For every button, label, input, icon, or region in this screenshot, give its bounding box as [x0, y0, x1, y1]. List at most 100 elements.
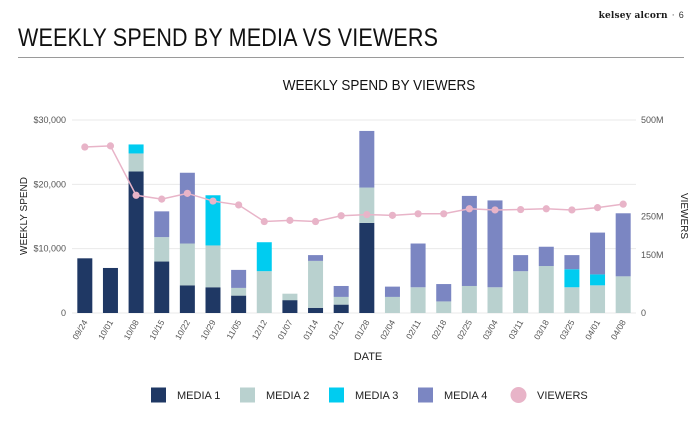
bar-media-4	[564, 255, 580, 270]
brand-name: kelsey alcorn	[598, 11, 668, 21]
bar-media-1	[128, 171, 144, 313]
y-tick-label: $20,000	[33, 179, 66, 189]
viewers-point	[81, 143, 89, 151]
viewers-line	[81, 142, 627, 226]
y2-tick-label: 500M	[641, 115, 664, 125]
x-tick-label: 02/25	[455, 318, 474, 342]
legend-label: MEDIA 2	[266, 390, 309, 402]
bar-media-4	[487, 200, 503, 288]
x-tick-label: 04/01	[583, 318, 602, 342]
x-tick-label: 04/08	[609, 318, 628, 342]
left-axis-ticks: 0 $10,000 $20,000 $30,000	[33, 115, 66, 318]
x-tick-label: 01/21	[327, 318, 346, 342]
y-axis-label: WEEKLY SPEND	[19, 177, 30, 255]
y-tick-label: 0	[61, 308, 66, 318]
page-title: WEEKLY SPEND BY MEDIA VS VIEWERS	[18, 24, 439, 52]
bar-media-2	[231, 287, 247, 296]
bar-media-2	[256, 271, 272, 313]
x-tick-label: 10/15	[147, 318, 166, 342]
y-tick-label: $30,000	[33, 115, 66, 125]
x-tick-label: 01/14	[301, 318, 320, 342]
bar-media-4	[231, 269, 247, 288]
bar-media-2	[128, 153, 144, 172]
viewers-point	[414, 210, 422, 218]
y2-axis-label: VIEWERS	[678, 193, 689, 239]
x-tick-label: 01/28	[352, 318, 371, 342]
viewers-point	[158, 195, 166, 203]
bar-media-4	[333, 285, 349, 297]
viewers-point	[388, 211, 397, 219]
bar-media-2	[410, 287, 426, 313]
legend-swatch	[240, 387, 255, 403]
bar-media-4	[590, 232, 606, 275]
x-tick-label: 10/22	[173, 318, 192, 342]
x-tick-label: 03/04	[480, 318, 499, 342]
viewers-point	[260, 217, 268, 226]
y2-tick-label: 0	[641, 308, 646, 318]
bar-media-2	[590, 285, 606, 313]
bar-media-4	[615, 213, 631, 277]
bar-media-4	[308, 255, 324, 261]
legend-swatch	[329, 387, 344, 403]
viewers-point	[106, 142, 115, 150]
bar-media-2	[615, 276, 631, 313]
x-tick-label: 02/04	[378, 318, 397, 342]
bar-media-4	[384, 286, 400, 297]
bar-media-2	[487, 287, 503, 313]
bar-media-1	[205, 287, 221, 313]
bar-media-2	[384, 296, 400, 313]
bar-media-2	[154, 237, 170, 262]
bar-media-1	[231, 295, 247, 313]
viewers-point	[440, 210, 448, 218]
brand-separator: ·	[671, 11, 675, 21]
right-axis-ticks: 0 150M 250M 500M	[641, 115, 664, 318]
x-tick-label: 03/18	[532, 318, 551, 342]
bar-media-4	[410, 243, 426, 288]
x-tick-label: 10/29	[198, 318, 217, 342]
viewers-point	[593, 204, 602, 212]
x-tick-label: 02/11	[404, 318, 423, 341]
legend-swatch	[418, 387, 433, 403]
bar-media-2	[282, 293, 298, 301]
bar-media-3	[128, 144, 144, 154]
legend-label: MEDIA 3	[355, 390, 398, 402]
viewers-point	[542, 205, 550, 213]
legend-label: VIEWERS	[537, 390, 588, 402]
bar-media-2	[205, 245, 221, 288]
bar-media-1	[77, 258, 93, 313]
legend-swatch	[510, 387, 527, 403]
bar-media-4	[359, 130, 375, 188]
x-tick-label: 01/07	[275, 318, 294, 342]
page-number: 6	[678, 10, 684, 20]
viewers-point	[619, 200, 627, 208]
bar-media-4	[436, 284, 452, 302]
bar-media-1	[308, 307, 324, 313]
viewers-point	[363, 210, 371, 219]
viewers-point	[132, 191, 140, 199]
bar-series	[77, 130, 631, 313]
viewers-point	[337, 212, 345, 220]
bar-media-4	[538, 246, 554, 267]
viewers-point	[311, 217, 320, 226]
legend-label: MEDIA 1	[177, 390, 220, 402]
legend: MEDIA 1 MEDIA 2 MEDIA 3 MEDIA 4 VIEWERS	[151, 387, 588, 403]
viewers-point	[209, 197, 217, 205]
bar-media-2	[461, 285, 477, 313]
bar-media-3	[256, 242, 272, 272]
bar-media-1	[282, 300, 298, 313]
bar-media-1	[154, 261, 170, 313]
x-axis-ticks: 09/24 10/01 10/08 10/15 10/22 10/29 11/05 12/12…	[70, 318, 628, 342]
x-tick-label: 09/24	[70, 318, 89, 342]
title-divider	[18, 57, 684, 58]
viewers-point	[568, 206, 576, 214]
x-tick-label: 12/12	[250, 318, 269, 342]
bar-media-2	[538, 266, 554, 313]
x-tick-label: 10/08	[122, 318, 141, 342]
legend-swatch	[151, 387, 166, 403]
bar-media-4	[461, 195, 477, 286]
bar-media-2	[179, 243, 195, 286]
y2-tick-label: 150M	[641, 250, 664, 260]
bar-media-3	[590, 274, 606, 286]
y2-tick-label: 250M	[641, 212, 664, 222]
